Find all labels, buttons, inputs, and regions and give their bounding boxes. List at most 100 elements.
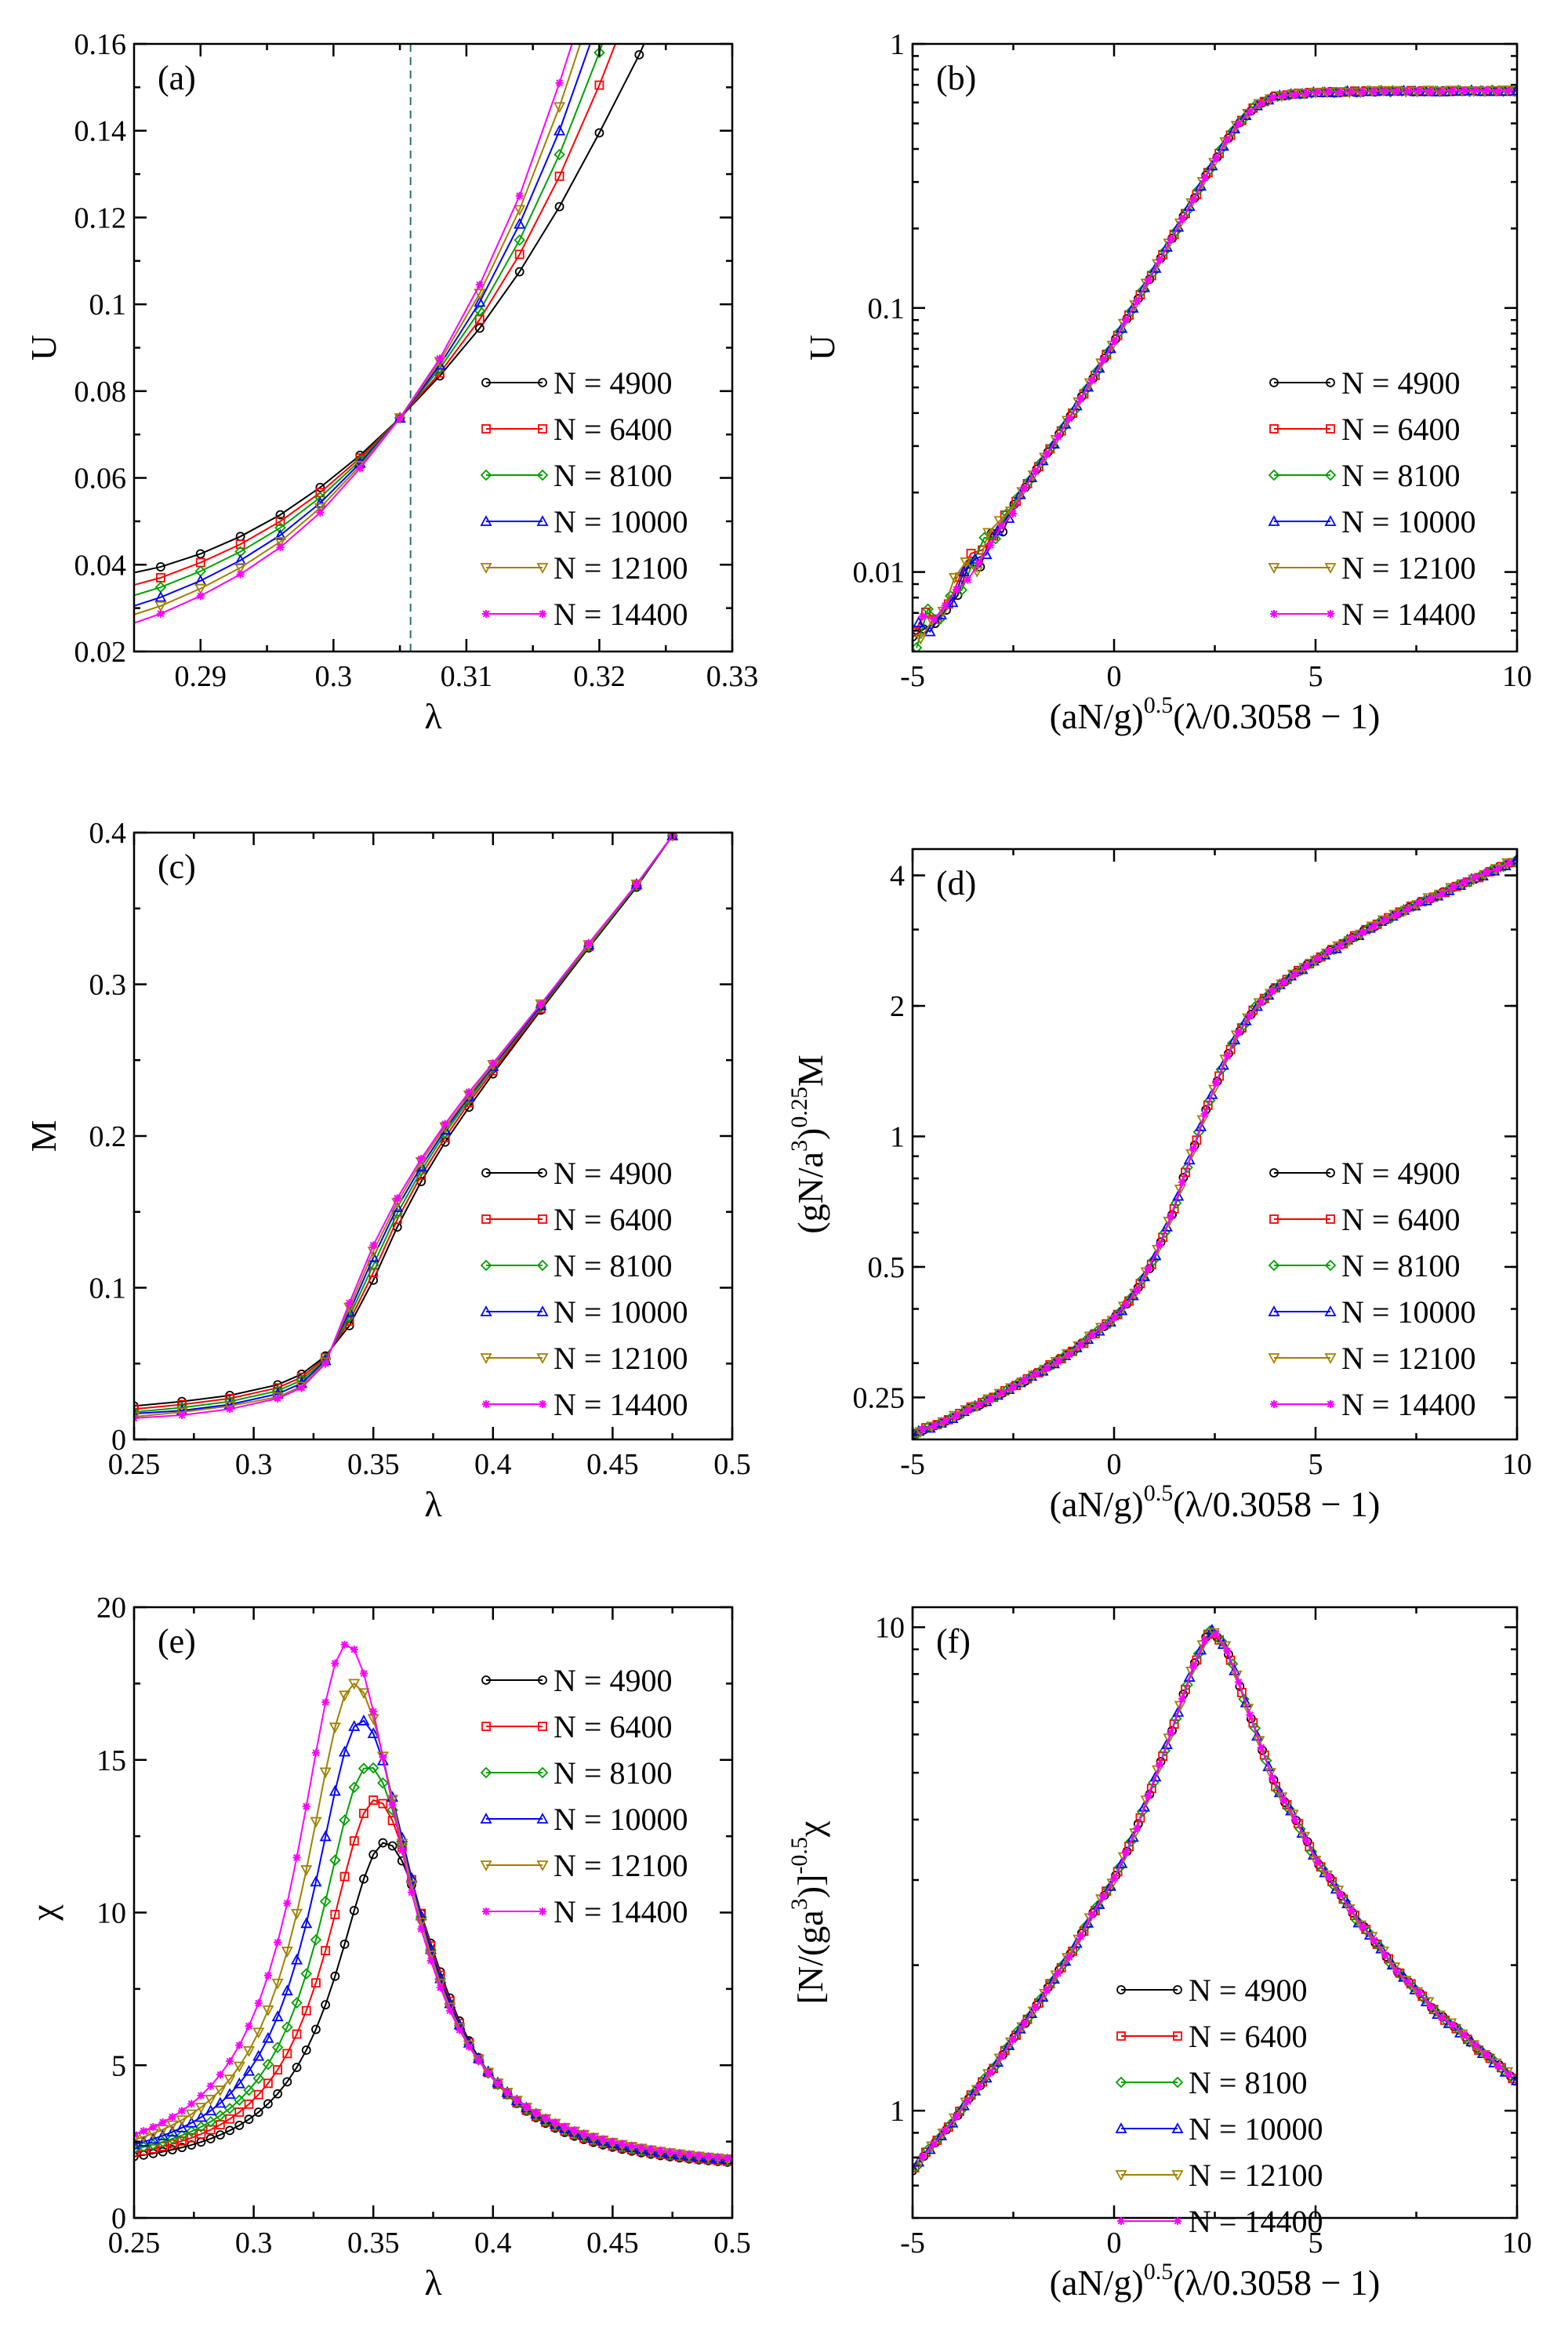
panel-a-series-4-line — [134, 44, 591, 607]
panel-e-series-2-point — [339, 1871, 350, 1882]
panel-e-legend-marker — [538, 1722, 547, 1731]
panel-e-legend-label: N = 14400 — [554, 1894, 688, 1929]
panel-e-series-2-point — [292, 2029, 302, 2039]
panel-e-series-6-point — [235, 2041, 244, 2049]
panel-e-series-4-point — [233, 2077, 245, 2089]
panel-e-series-6-point — [408, 1888, 416, 1896]
panel-f-series-6-point — [1223, 1646, 1232, 1655]
panel-e-series-4-point — [176, 2122, 188, 2132]
panel-e-tag: (e) — [158, 1622, 196, 1661]
panel-b-series-6-point — [1257, 100, 1265, 108]
panel-f-xtick-label: -5 — [900, 2227, 925, 2259]
panel-a-legend-item: N = 14400 — [482, 597, 688, 632]
panel-f-series-6-point — [1008, 2035, 1017, 2044]
panel-e-series-5-point — [166, 2120, 179, 2132]
panel-a-series-3 — [134, 44, 605, 597]
panel-d-ytick-label: 0.25 — [853, 1381, 906, 1414]
panel-f-series-3-point — [1328, 1880, 1340, 1892]
panel-e-series-4-point — [223, 2088, 236, 2100]
panel-f-legend: N = 4900 N = 6400 N = 8100 N = 10000 N = 121… — [1115, 1973, 1323, 2239]
panel-d-legend-marker — [1324, 1259, 1337, 1272]
panel-e-series-6-point — [599, 2135, 608, 2143]
panel-d-series-3-point — [1238, 1019, 1250, 1032]
panel-b-series-5-point — [982, 528, 995, 539]
panel-f-series-2-point — [1282, 1800, 1292, 1809]
panel-a-series-3-point — [554, 148, 565, 161]
panel-d-series-3-point — [1136, 1273, 1149, 1286]
panel-b-legend-marker — [1324, 515, 1337, 526]
panel-b-series-6-point — [918, 612, 927, 621]
panel-b-legend: N = 4900 N = 6400 N = 8100 N = 10000 N = 121… — [1268, 365, 1475, 632]
panel-f-series-5-point — [1129, 1828, 1142, 1839]
panel-b-legend-label: N = 4900 — [1341, 365, 1460, 401]
panel-e-series-5-point — [176, 2115, 188, 2126]
panel-e-legend-item: N = 8100 — [480, 1755, 672, 1791]
panel-f-series-6-point — [1302, 1836, 1311, 1845]
panel-f-xtick-label: 5 — [1308, 2227, 1323, 2259]
panel-e-series-5-point — [310, 1817, 322, 1828]
panel-f-series-6-point — [1246, 1711, 1254, 1719]
panel-b-series-6-point — [1156, 256, 1164, 264]
panel-c-series-6-point — [345, 1298, 354, 1307]
panel-a-ylabel: U — [24, 335, 64, 361]
panel-d-legend-marker — [1326, 1168, 1335, 1178]
panel-b-series-6-point — [1336, 88, 1345, 96]
panel-e-legend-item: N = 6400 — [481, 1709, 672, 1744]
panel-e-series-3-point — [157, 2136, 169, 2148]
panel-e-series-5-point — [242, 2045, 256, 2057]
panel-e-ticks: 0.25 0.3 0.35 0.4 0.45 0.5 0 5 10 15 20 — [96, 1592, 751, 2259]
panel-a-legend-marker — [481, 378, 491, 387]
panel-e-series-3-point — [367, 1762, 379, 1774]
panel-d-series-6-point — [953, 1411, 961, 1420]
panel-b-legend-marker — [1269, 424, 1279, 434]
panel-b-series-6-point — [1347, 87, 1356, 96]
panel-b-xtick-label: 0 — [1107, 660, 1122, 693]
panel-f-series-3-point — [1316, 1863, 1329, 1875]
panel-a-ytick-label: 0.16 — [74, 28, 127, 61]
panel-e-series-6-point — [445, 2006, 454, 2015]
panel-e-series-6-point — [589, 2132, 597, 2141]
panel-b-series-6-point — [1065, 415, 1073, 423]
panel-b-legend-marker — [1269, 378, 1279, 387]
panel-d-legend-marker — [1270, 1400, 1278, 1408]
panel-f-legend-marker — [1171, 2122, 1184, 2133]
panel-d-legend-marker — [1269, 1168, 1279, 1178]
panel-e-series-4-point — [205, 2104, 217, 2116]
panel-f-series-4-point — [1488, 2056, 1501, 2067]
panel-f-series-6-point — [1426, 2002, 1435, 2011]
panel-f-series-5-point — [1219, 1641, 1232, 1653]
panel-c-series-2-point — [134, 1404, 139, 1414]
panel-f-series-6-point — [1257, 1743, 1265, 1751]
panel-f-legend-marker — [1115, 2170, 1127, 2181]
panel-c-legend-item: N = 4900 — [481, 1156, 672, 1191]
panel-f-series-6-point — [1505, 2070, 1514, 2078]
panel-f-series-3-point — [1057, 1958, 1069, 1970]
panel-a-xtick-label: 0.31 — [441, 660, 493, 693]
panel-f-series-6-point — [1403, 1978, 1412, 1987]
panel-f-series-3-point — [1080, 1920, 1092, 1933]
panel-b-series-4-point — [946, 596, 959, 608]
panel-a-series-6-point — [316, 508, 325, 517]
panel-b-series-3-point — [1148, 266, 1160, 278]
panel-a-series-4-point — [274, 528, 287, 540]
panel-b-series-3-point — [1069, 405, 1080, 416]
panel-d-series-6-point — [1246, 1011, 1254, 1020]
panel-d-series-4-point — [1127, 1289, 1139, 1301]
panel-e-series-1-point — [321, 2000, 331, 2010]
panel-b-series-3-point — [1170, 225, 1182, 237]
panel-e-frame — [132, 1606, 734, 2220]
panel-e-series-6-point — [695, 2151, 703, 2160]
panel-c-series-5-point — [134, 1412, 140, 1423]
panel-f-series-1-point — [1291, 1816, 1301, 1825]
panel-a-xlabel: λ — [424, 696, 442, 736]
panel-d-series-6-point — [1324, 946, 1333, 955]
panel-e-series-6-point — [541, 2114, 550, 2122]
panel-d-xtick-label: -5 — [900, 1448, 925, 1481]
panel-e-series-6-point — [311, 1748, 320, 1757]
panel-e-series-5-point — [194, 2103, 207, 2114]
panel-f-series-6-point — [1167, 1728, 1175, 1737]
panel-e-series-6-point — [149, 2122, 158, 2131]
panel-e-xtick-label: 0.3 — [235, 2227, 273, 2259]
panel-e-legend-item: N = 4900 — [481, 1663, 672, 1698]
panel-a-series-3-line — [134, 44, 604, 597]
